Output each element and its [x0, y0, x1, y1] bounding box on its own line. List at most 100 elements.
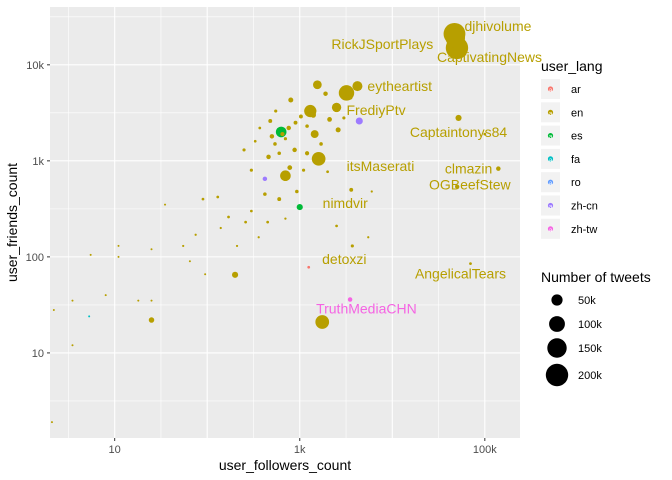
size-legend-label: 100k [578, 319, 602, 331]
data-point [216, 195, 220, 199]
data-point [307, 265, 311, 269]
legend-key-glyph: a [549, 228, 553, 234]
data-point [349, 187, 354, 192]
data-point [310, 112, 317, 118]
data-point [310, 130, 319, 139]
legend-label: ar [571, 84, 581, 96]
x-axis-ticks: 10 1k 100k [109, 438, 497, 456]
point-label: nimdvir [323, 195, 368, 211]
size-legend-label: 50k [578, 295, 596, 307]
size-legend-label: 200k [578, 370, 602, 382]
data-point [311, 151, 326, 166]
size-legend-swatch [551, 294, 563, 306]
data-point [350, 244, 354, 248]
data-point [335, 127, 341, 133]
y-tick-label: 100 [26, 252, 44, 264]
data-point [277, 197, 282, 202]
size-legend-swatch [547, 338, 567, 358]
color-legend: user_lang ar a en a es a fa a ro a zh-cn a zh-tw a [541, 58, 603, 239]
data-point [301, 168, 306, 172]
legend-swatch [547, 133, 554, 139]
data-point [235, 244, 239, 248]
color-legend-title: user_lang [541, 58, 603, 74]
data-point [469, 262, 472, 266]
point-label: CaptivatingNews [437, 49, 542, 65]
data-point [305, 124, 309, 128]
size-legend: Number of tweets 50k 100k 150k 200k [541, 269, 651, 387]
legend-key-glyph: a [549, 181, 553, 187]
data-point [455, 114, 462, 121]
data-point [273, 142, 277, 146]
data-point [313, 80, 322, 90]
data-point [296, 204, 303, 211]
size-legend-title: Number of tweets [541, 269, 651, 285]
data-point [483, 132, 487, 136]
data-point [150, 299, 153, 302]
point-label: Captaintonys84 [410, 124, 508, 140]
data-point [304, 151, 310, 156]
legend-swatch [547, 226, 554, 232]
point-labels: djhivolume RickJSportPlaysCaptivatingNews… [316, 18, 542, 317]
point-label: RickJSportPlays [331, 36, 433, 52]
data-point [262, 176, 268, 182]
legend-swatch [547, 109, 554, 115]
data-point [326, 170, 329, 174]
data-point [117, 244, 120, 247]
legend-key-glyph: a [549, 111, 553, 117]
data-point [280, 131, 285, 137]
data-point [164, 203, 167, 206]
data-point [293, 120, 298, 125]
legend-key-glyph: a [549, 135, 553, 141]
data-point [249, 209, 253, 213]
legend-label: zh-cn [571, 201, 598, 213]
legend-swatch [547, 179, 554, 185]
data-point [367, 236, 370, 239]
data-point [319, 142, 323, 146]
data-point [370, 190, 373, 193]
data-point [445, 28, 466, 48]
plot-panel: djhivolume RickJSportPlaysCaptivatingNews… [50, 7, 542, 438]
data-point [242, 148, 246, 152]
data-point [355, 117, 363, 125]
data-point [104, 294, 107, 297]
legend-label: es [571, 131, 583, 143]
color-legend-items: ar a en a es a fa a ro a zh-cn a zh-tw a [541, 79, 598, 239]
data-point [327, 117, 332, 122]
data-point [150, 248, 153, 251]
legend-label: fa [571, 154, 581, 166]
data-point [52, 308, 55, 311]
data-point [274, 109, 278, 113]
data-point [268, 119, 273, 123]
data-point [266, 154, 271, 160]
major-gridlines [50, 7, 520, 438]
legend-swatch [547, 202, 554, 209]
point-label: eytheartist [367, 78, 432, 94]
data-point [117, 255, 120, 258]
data-point [204, 273, 207, 276]
data-point [137, 299, 140, 302]
y-axis-ticks: 10 100 1k 10k [26, 60, 50, 360]
legend-key-glyph: a [549, 158, 553, 164]
size-legend-swatch [549, 316, 565, 332]
data-point [266, 220, 270, 224]
point-label: detoxzi [322, 251, 366, 267]
data-point [71, 344, 74, 347]
point-label: TruthMediaCHN [316, 300, 417, 316]
data-point [232, 271, 239, 278]
data-point [298, 114, 303, 119]
data-point [283, 137, 287, 141]
point-label: itsMaserati [347, 158, 415, 174]
x-axis-title: user_followers_count [219, 457, 351, 473]
data-point [257, 236, 260, 239]
data-point [284, 217, 287, 220]
data-point [323, 91, 328, 96]
data-point [182, 244, 185, 248]
minor-gridlines [50, 7, 520, 438]
y-tick-label: 10 [32, 348, 44, 360]
data-point [339, 88, 348, 97]
data-point [335, 224, 338, 228]
legend-key-glyph: a [549, 88, 553, 94]
y-tick-label: 1k [32, 156, 44, 168]
point-label: AngelicalTears [415, 266, 506, 282]
